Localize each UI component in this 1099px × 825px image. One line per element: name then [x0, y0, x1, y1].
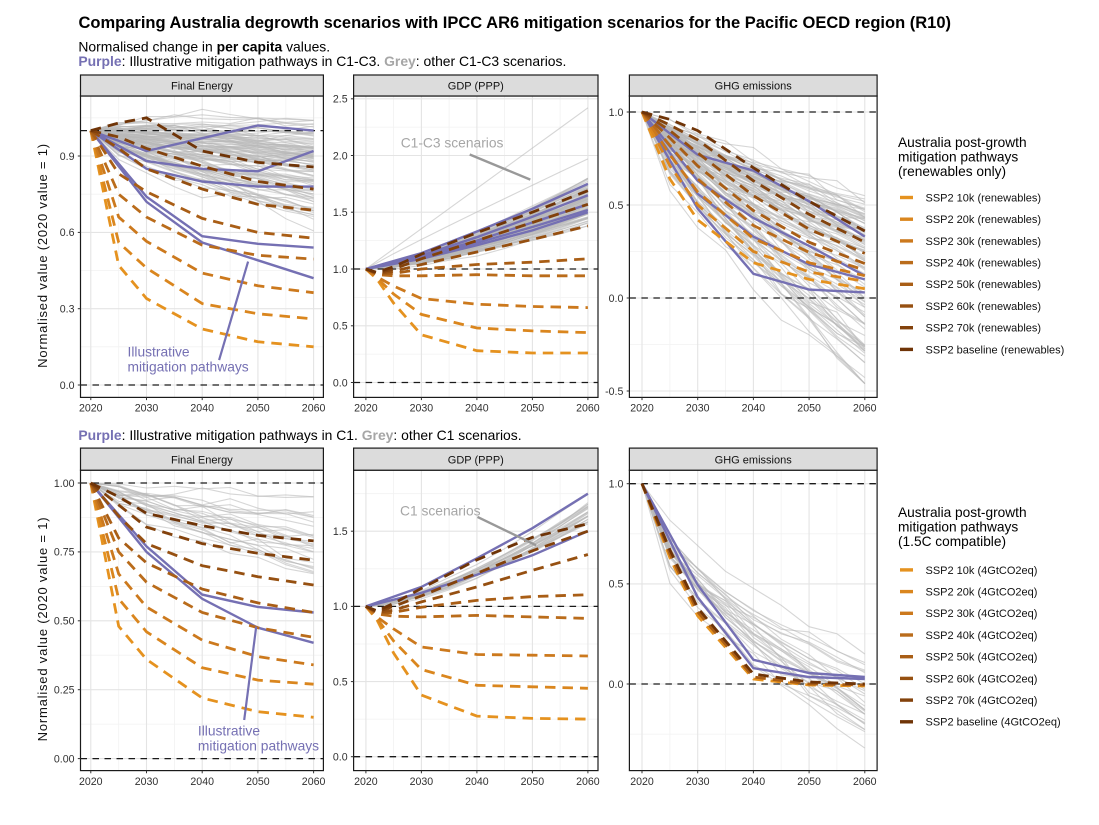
svg-text:2060: 2060: [302, 403, 326, 415]
svg-text:1.0: 1.0: [333, 601, 348, 613]
svg-text:0.00: 0.00: [54, 753, 75, 765]
svg-text:0.5: 0.5: [333, 676, 348, 688]
svg-text:1.00: 1.00: [54, 478, 75, 490]
svg-text:1.5: 1.5: [333, 207, 348, 219]
svg-text:0.0: 0.0: [333, 752, 348, 764]
svg-text:2050: 2050: [797, 403, 821, 415]
svg-text:mitigation pathways: mitigation pathways: [198, 739, 319, 754]
svg-text:Australia post-growth: Australia post-growth: [898, 135, 1027, 150]
svg-text:0.50: 0.50: [54, 616, 75, 628]
svg-text:Final Energy: Final Energy: [171, 81, 233, 93]
svg-text:2060: 2060: [853, 403, 877, 415]
svg-text:GHG emissions: GHG emissions: [715, 454, 793, 466]
svg-text:mitigation pathways: mitigation pathways: [898, 150, 1018, 165]
svg-text:2030: 2030: [135, 403, 159, 415]
svg-text:0.5: 0.5: [609, 579, 624, 591]
svg-text:2020: 2020: [354, 403, 378, 415]
svg-text:C1 scenarios: C1 scenarios: [400, 504, 481, 519]
svg-text:2060: 2060: [302, 776, 326, 788]
svg-text:SSP2 baseline (renewables): SSP2 baseline (renewables): [926, 344, 1065, 356]
svg-text:SSP2 70k (4GtCO2eq): SSP2 70k (4GtCO2eq): [926, 695, 1038, 707]
svg-text:2.0: 2.0: [333, 150, 348, 162]
svg-text:2060: 2060: [853, 776, 877, 788]
svg-text:0.6: 0.6: [60, 227, 75, 239]
svg-text:0.0: 0.0: [333, 377, 348, 389]
svg-text:Australia post-growth: Australia post-growth: [898, 505, 1027, 520]
svg-text:1.0: 1.0: [609, 107, 624, 119]
svg-text:SSP2 10k (renewables): SSP2 10k (renewables): [926, 192, 1042, 204]
svg-text:mitigation pathways: mitigation pathways: [898, 520, 1018, 535]
svg-text:2040: 2040: [742, 403, 766, 415]
svg-text:2030: 2030: [410, 403, 434, 415]
svg-text:2050: 2050: [797, 776, 821, 788]
svg-text:SSP2 60k (4GtCO2eq): SSP2 60k (4GtCO2eq): [926, 673, 1038, 685]
svg-text:2030: 2030: [410, 776, 434, 788]
svg-text:Normalised value (2020 value =: Normalised value (2020 value = 1): [35, 517, 50, 742]
svg-text:2050: 2050: [246, 776, 270, 788]
svg-text:2020: 2020: [630, 776, 654, 788]
svg-text:mitigation pathways: mitigation pathways: [128, 360, 249, 375]
svg-text:0.75: 0.75: [54, 547, 75, 559]
svg-text:0.0: 0.0: [609, 293, 624, 305]
svg-text:SSP2 50k (renewables): SSP2 50k (renewables): [926, 279, 1042, 291]
svg-text:Illustrative: Illustrative: [128, 345, 190, 360]
svg-text:-0.5: -0.5: [605, 386, 623, 398]
svg-text:SSP2 20k (renewables): SSP2 20k (renewables): [926, 214, 1042, 226]
svg-text:Purple: Illustrative mitigatio: Purple: Illustrative mitigation pathways…: [78, 53, 566, 69]
svg-text:2020: 2020: [354, 776, 378, 788]
svg-text:2020: 2020: [630, 403, 654, 415]
svg-text:2040: 2040: [742, 776, 766, 788]
svg-text:2030: 2030: [686, 403, 710, 415]
svg-text:2030: 2030: [686, 776, 710, 788]
svg-text:SSP2 60k (renewables): SSP2 60k (renewables): [926, 301, 1042, 313]
svg-text:SSP2 30k (4GtCO2eq): SSP2 30k (4GtCO2eq): [926, 608, 1038, 620]
svg-text:2050: 2050: [521, 403, 545, 415]
svg-text:C1-C3 scenarios: C1-C3 scenarios: [401, 136, 504, 151]
svg-text:SSP2 40k (4GtCO2eq): SSP2 40k (4GtCO2eq): [926, 630, 1038, 642]
svg-text:Normalised value (2020 value =: Normalised value (2020 value = 1): [35, 143, 50, 368]
svg-text:0.9: 0.9: [60, 151, 75, 163]
svg-text:2.5: 2.5: [333, 94, 348, 106]
svg-text:1.0: 1.0: [609, 479, 624, 491]
svg-text:2020: 2020: [79, 403, 103, 415]
svg-text:2050: 2050: [521, 776, 545, 788]
svg-text:2040: 2040: [465, 403, 489, 415]
svg-text:2040: 2040: [465, 776, 489, 788]
svg-text:0.3: 0.3: [60, 304, 75, 316]
svg-text:SSP2 70k (renewables): SSP2 70k (renewables): [926, 323, 1042, 335]
svg-text:GDP (PPP): GDP (PPP): [448, 81, 504, 93]
svg-text:Illustrative: Illustrative: [198, 724, 260, 739]
svg-text:2030: 2030: [135, 776, 159, 788]
svg-text:Purple: Illustrative mitigatio: Purple: Illustrative mitigation pathways…: [78, 427, 521, 443]
svg-text:Final Energy: Final Energy: [171, 454, 233, 466]
svg-text:(1.5C compatible): (1.5C compatible): [898, 534, 1006, 549]
svg-text:SSP2 30k (renewables): SSP2 30k (renewables): [926, 236, 1042, 248]
svg-text:SSP2 20k (4GtCO2eq): SSP2 20k (4GtCO2eq): [926, 587, 1038, 599]
svg-text:(renewables only): (renewables only): [898, 164, 1006, 179]
svg-text:0.5: 0.5: [609, 200, 624, 212]
svg-text:2060: 2060: [576, 776, 600, 788]
svg-text:2050: 2050: [246, 403, 270, 415]
svg-text:Normalised change in per capit: Normalised change in per capita values.: [78, 39, 330, 55]
svg-text:GHG emissions: GHG emissions: [715, 81, 793, 93]
svg-text:0.0: 0.0: [609, 679, 624, 691]
svg-text:0.0: 0.0: [60, 380, 75, 392]
svg-text:SSP2 50k (4GtCO2eq): SSP2 50k (4GtCO2eq): [926, 652, 1038, 664]
svg-text:2020: 2020: [79, 776, 103, 788]
svg-text:2060: 2060: [576, 403, 600, 415]
svg-text:Comparing Australia degrowth s: Comparing Australia degrowth scenarios w…: [79, 14, 952, 32]
svg-text:SSP2 40k (renewables): SSP2 40k (renewables): [926, 258, 1042, 270]
svg-text:SSP2 baseline (4GtCO2eq): SSP2 baseline (4GtCO2eq): [926, 717, 1061, 729]
svg-text:0.5: 0.5: [333, 321, 348, 333]
svg-text:GDP (PPP): GDP (PPP): [448, 454, 504, 466]
svg-text:2040: 2040: [190, 403, 214, 415]
svg-text:1.0: 1.0: [333, 264, 348, 276]
svg-text:0.25: 0.25: [54, 685, 75, 697]
svg-text:2040: 2040: [190, 776, 214, 788]
svg-text:1.5: 1.5: [333, 526, 348, 538]
svg-text:SSP2 10k (4GtCO2eq): SSP2 10k (4GtCO2eq): [926, 565, 1038, 577]
